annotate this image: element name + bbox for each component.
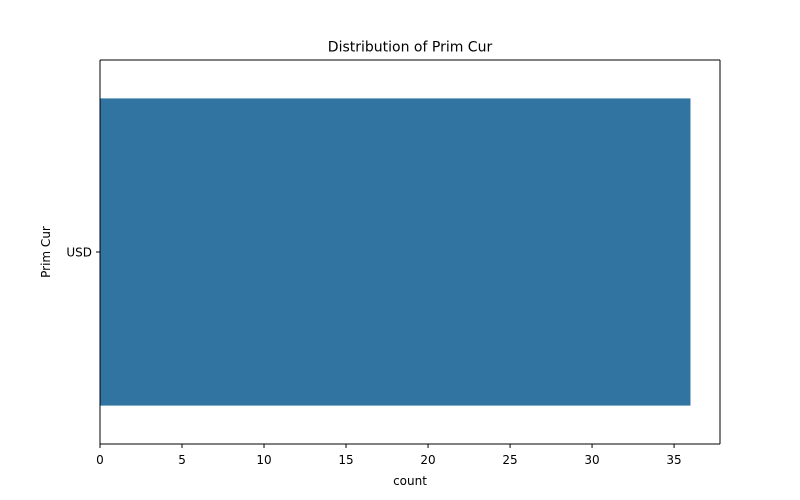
x-tick-label: 15 <box>338 453 353 467</box>
x-tick-label: 5 <box>178 453 186 467</box>
y-tick-label: USD <box>66 246 92 260</box>
x-tick-label: 25 <box>502 453 517 467</box>
x-tick-label: 20 <box>420 453 435 467</box>
bars-group <box>100 98 691 406</box>
x-tick-label: 35 <box>666 453 681 467</box>
bar-usd <box>100 98 691 406</box>
x-tick-label: 30 <box>584 453 599 467</box>
x-tick-label: 0 <box>96 453 104 467</box>
y-axis-label: Prim Cur <box>39 226 53 278</box>
x-tick-label: 10 <box>256 453 271 467</box>
chart-title: Distribution of Prim Cur <box>328 40 493 56</box>
y-axis-ticks: USD <box>66 246 100 260</box>
x-axis-label: count <box>393 474 427 488</box>
x-axis-ticks: 0 5 10 15 20 25 30 35 <box>96 444 682 467</box>
